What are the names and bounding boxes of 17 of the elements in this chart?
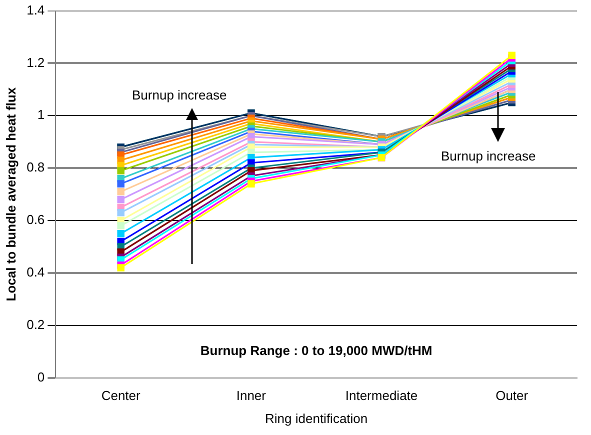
- x-tick-label: Intermediate: [345, 388, 418, 404]
- y-tick-label: 0.8: [26, 160, 45, 175]
- y-tick-label: 1.2: [26, 54, 45, 70]
- x-tick-label: Center: [101, 388, 142, 404]
- x-axis-title: Ring identification: [265, 410, 368, 426]
- annotation: Burnup increase: [441, 148, 536, 164]
- y-axis-title: Local to bundle averaged heat flux: [3, 86, 18, 302]
- y-tick-label: 1.4: [26, 2, 45, 18]
- x-tick-label: Outer: [496, 388, 529, 404]
- y-tick-label: 0.4: [26, 264, 45, 280]
- annotation: Burnup Range : 0 to 19,000 MWD/tHM: [200, 343, 432, 358]
- x-tick-label: Inner: [236, 388, 267, 404]
- y-tick-label: 0: [37, 369, 45, 384]
- y-tick-label: 0.6: [26, 212, 45, 228]
- annotation: Burnup increase: [132, 88, 227, 103]
- y-tick-label: 0.2: [26, 316, 45, 332]
- y-tick-label: 1: [37, 107, 45, 122]
